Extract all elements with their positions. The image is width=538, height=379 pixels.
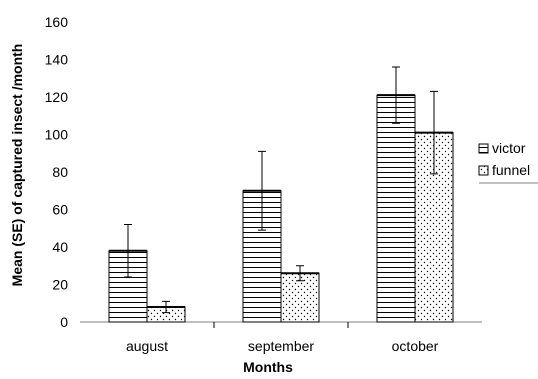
legend-label-victor: victor	[492, 140, 526, 156]
bar-victor-october	[377, 95, 415, 322]
y-tick-label: 0	[60, 314, 68, 330]
y-axis-ticks: 0 20 40 60 80 100 120 140 160	[45, 14, 69, 330]
x-axis-categories: august september october	[126, 338, 439, 354]
y-axis-label: Mean (SE) of captured insect /month	[9, 44, 25, 287]
legend-swatch-funnel	[479, 166, 488, 175]
x-category-label: september	[248, 338, 314, 354]
legend: victor funnel	[479, 140, 538, 183]
legend-swatch-victor	[479, 144, 488, 153]
y-tick-label: 160	[45, 14, 69, 30]
x-axis	[80, 322, 482, 328]
y-tick-label: 100	[45, 127, 69, 143]
y-tick-label: 20	[52, 277, 68, 293]
x-category-label: october	[392, 338, 439, 354]
x-category-label: august	[126, 338, 168, 354]
y-tick-label: 60	[52, 202, 68, 218]
x-axis-label: Months	[243, 359, 293, 375]
y-tick-label: 80	[52, 164, 68, 180]
y-tick-label: 120	[45, 89, 69, 105]
y-tick-label: 40	[52, 239, 68, 255]
bars	[109, 95, 453, 322]
legend-label-funnel: funnel	[492, 162, 530, 178]
y-tick-label: 140	[45, 52, 69, 68]
